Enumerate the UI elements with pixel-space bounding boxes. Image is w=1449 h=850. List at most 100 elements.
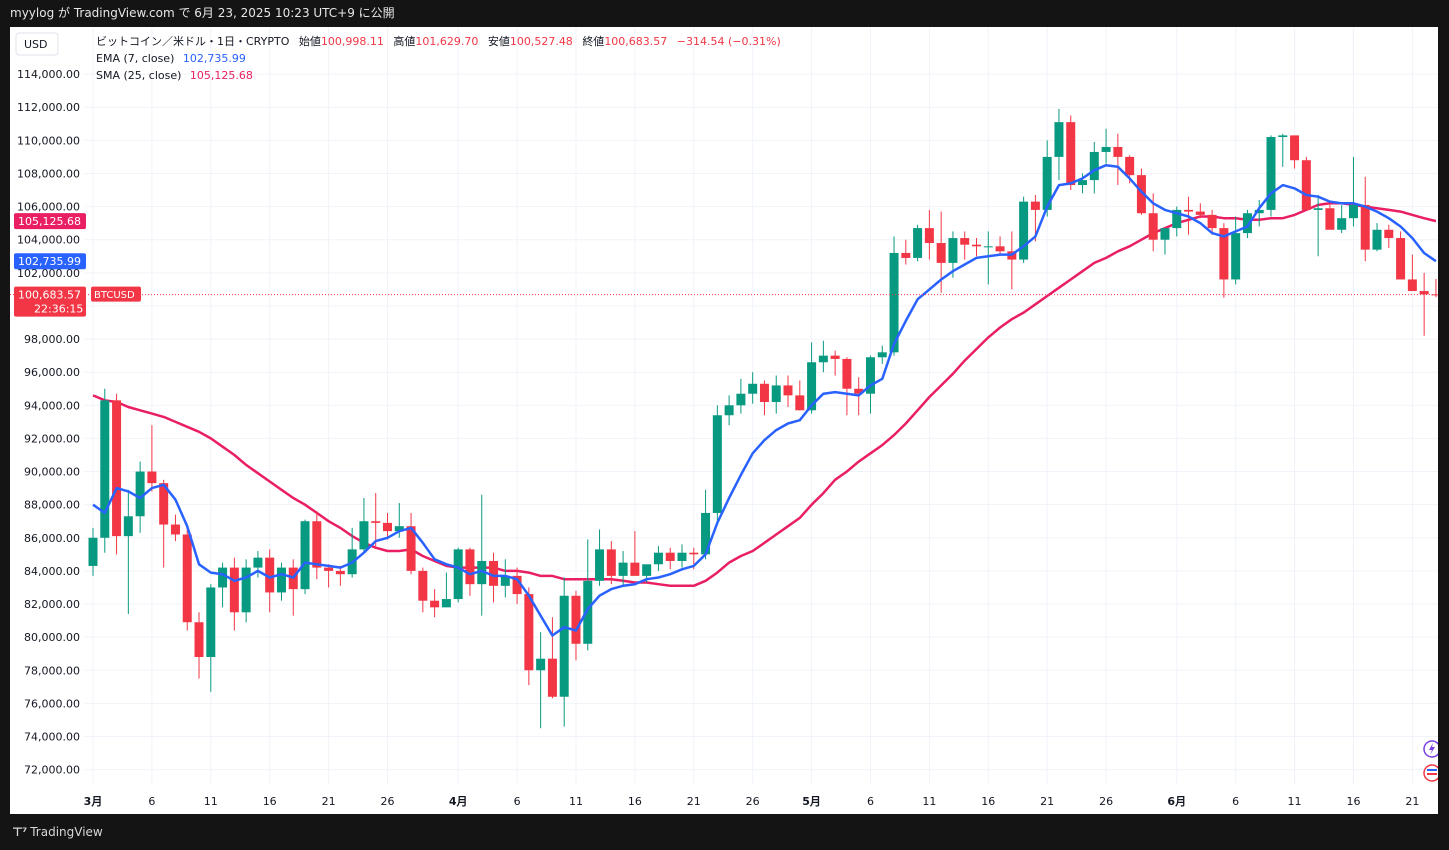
candle-body[interactable] xyxy=(206,587,216,658)
candle-body[interactable] xyxy=(489,560,499,586)
candle-body[interactable] xyxy=(253,557,263,568)
candle-body[interactable] xyxy=(842,358,852,389)
candle-body[interactable] xyxy=(1254,209,1264,214)
candle-body[interactable] xyxy=(960,238,970,245)
candle-body[interactable] xyxy=(112,400,122,537)
candle-body[interactable] xyxy=(194,622,204,658)
candle-body[interactable] xyxy=(712,415,722,513)
candle-body[interactable] xyxy=(559,595,569,697)
candle-body[interactable] xyxy=(170,524,180,535)
candle-body[interactable] xyxy=(1231,233,1241,280)
candle-body[interactable] xyxy=(995,246,1005,252)
candle-body[interactable] xyxy=(653,552,663,565)
sma-label[interactable]: SMA (25, close) xyxy=(96,69,181,82)
candle-body[interactable] xyxy=(665,552,675,561)
candlestick-chart[interactable]: 72,000.00 74,000.00 76,000.00 78,000.00 80,0… xyxy=(10,27,1441,814)
candle-body[interactable] xyxy=(1101,146,1111,152)
candle-body[interactable] xyxy=(807,362,817,411)
candle-body[interactable] xyxy=(547,658,557,697)
candle-body[interactable] xyxy=(642,564,652,576)
ema-label[interactable]: EMA (7, close) xyxy=(96,52,174,65)
candle-body[interactable] xyxy=(159,483,169,525)
alert-icon[interactable] xyxy=(1423,740,1441,758)
candle-body[interactable] xyxy=(1089,151,1099,181)
candle-body[interactable] xyxy=(312,521,322,568)
candle-body[interactable] xyxy=(1266,137,1276,210)
candle-body[interactable] xyxy=(701,512,711,555)
candle-body[interactable] xyxy=(123,516,133,537)
candle-body[interactable] xyxy=(689,552,699,555)
candle-body[interactable] xyxy=(1407,279,1417,292)
candle-body[interactable] xyxy=(1242,213,1252,234)
candle-body[interactable] xyxy=(606,549,616,576)
candle-body[interactable] xyxy=(1195,211,1205,215)
candle-body[interactable] xyxy=(430,600,440,608)
candle-body[interactable] xyxy=(536,658,546,671)
candle-body[interactable] xyxy=(1384,229,1394,239)
candle-body[interactable] xyxy=(583,580,593,644)
candle-body[interactable] xyxy=(1325,208,1335,230)
symbol-line[interactable]: ビットコイン／米ドル・1日・CRYPTO xyxy=(96,35,290,48)
candle-body[interactable] xyxy=(477,560,487,585)
candle-body[interactable] xyxy=(465,549,475,585)
candle-body[interactable] xyxy=(453,549,463,600)
candle-body[interactable] xyxy=(1396,238,1406,280)
candle-body[interactable] xyxy=(1313,208,1323,210)
candle-body[interactable] xyxy=(924,228,934,244)
candle-body[interactable] xyxy=(135,471,145,517)
candle-body[interactable] xyxy=(771,385,781,402)
candle-body[interactable] xyxy=(324,567,334,571)
candle-body[interactable] xyxy=(1019,201,1029,260)
candle-body[interactable] xyxy=(877,352,887,358)
candle-body[interactable] xyxy=(783,385,793,396)
candle-body[interactable] xyxy=(854,388,864,394)
candle-body[interactable] xyxy=(630,562,640,576)
candle-body[interactable] xyxy=(1207,214,1217,229)
candle-body[interactable] xyxy=(241,567,251,613)
price-axis[interactable]: 72,000.00 74,000.00 76,000.00 78,000.00 80,0… xyxy=(17,68,80,777)
candle-body[interactable] xyxy=(901,252,911,258)
time-axis[interactable]: 3月 6 11 16 21 26 4月 6 11 16 21 26 5月 6 11 16 21 26 6月 6 11 16… xyxy=(84,795,1420,808)
candle-body[interactable] xyxy=(1054,122,1064,157)
candle-body[interactable] xyxy=(1290,135,1300,161)
candle-body[interactable] xyxy=(818,355,828,363)
candle-body[interactable] xyxy=(394,526,404,532)
candle-body[interactable] xyxy=(1348,204,1358,219)
candle-body[interactable] xyxy=(182,534,192,623)
candles[interactable] xyxy=(88,108,1441,729)
candle-body[interactable] xyxy=(229,567,239,613)
candle-body[interactable] xyxy=(748,383,758,394)
candle-body[interactable] xyxy=(1219,228,1229,280)
candle-body[interactable] xyxy=(147,471,157,484)
candle-body[interactable] xyxy=(1113,146,1123,157)
candle-body[interactable] xyxy=(724,405,734,416)
candle-body[interactable] xyxy=(889,252,899,353)
candle-body[interactable] xyxy=(1360,204,1370,250)
candle-body[interactable] xyxy=(677,552,687,561)
candle-body[interactable] xyxy=(830,355,840,359)
candle-body[interactable] xyxy=(1078,180,1088,186)
candle-body[interactable] xyxy=(1125,156,1135,176)
candle-body[interactable] xyxy=(441,599,451,608)
candle-body[interactable] xyxy=(759,383,769,402)
candle-body[interactable] xyxy=(383,522,392,532)
candle-body[interactable] xyxy=(265,557,275,593)
candle-body[interactable] xyxy=(571,595,581,644)
candle-body[interactable] xyxy=(618,562,628,576)
candle-body[interactable] xyxy=(1184,209,1194,212)
candle-body[interactable] xyxy=(936,243,946,263)
candle-body[interactable] xyxy=(371,521,381,523)
candle-body[interactable] xyxy=(1301,160,1311,210)
tradingview-logo[interactable]: ⊤⁷ TradingView xyxy=(12,825,103,839)
candle-body[interactable] xyxy=(524,594,534,671)
candle-body[interactable] xyxy=(913,228,923,258)
candle-body[interactable] xyxy=(418,570,428,601)
candle-body[interactable] xyxy=(300,521,310,590)
candle-body[interactable] xyxy=(1148,213,1158,240)
candle-body[interactable] xyxy=(1160,228,1170,240)
candle-body[interactable] xyxy=(359,521,369,550)
candle-body[interactable] xyxy=(983,246,993,248)
candle-body[interactable] xyxy=(595,549,605,581)
candle-body[interactable] xyxy=(1042,156,1052,210)
candle-body[interactable] xyxy=(1278,135,1288,138)
